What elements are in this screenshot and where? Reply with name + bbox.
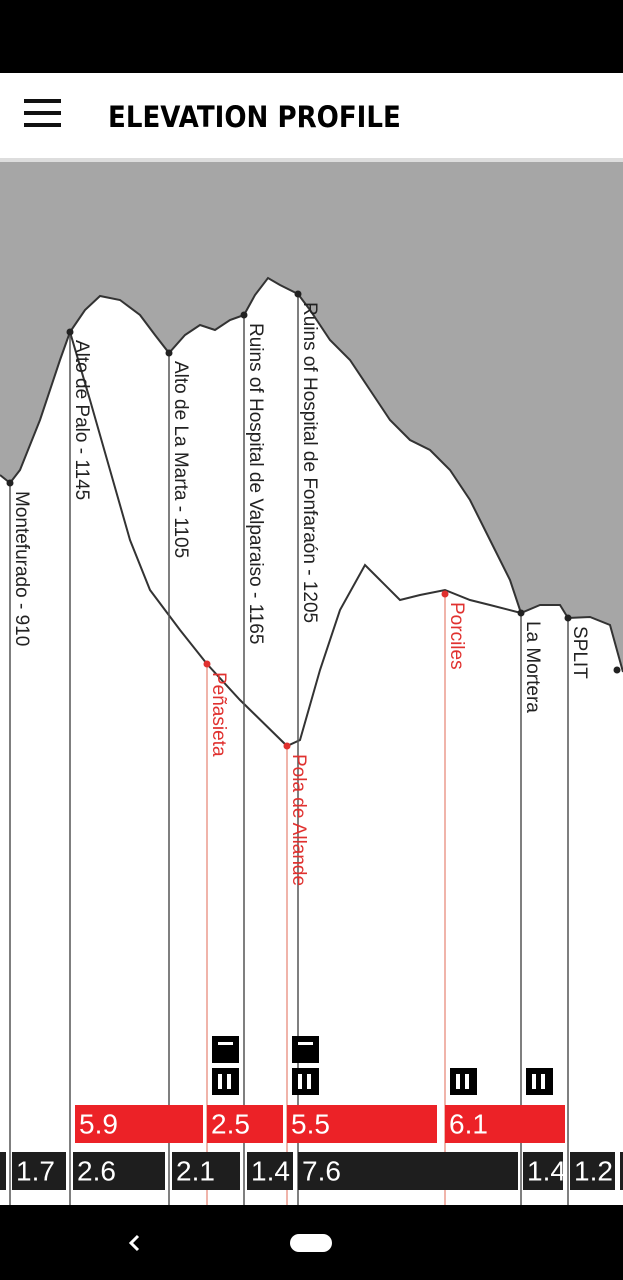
segment-distance: 1.2 bbox=[574, 1155, 613, 1186]
segment-bar bbox=[73, 1152, 165, 1190]
segment-bar bbox=[172, 1152, 240, 1190]
waypoint-dot bbox=[203, 660, 211, 668]
segment-bar bbox=[0, 1152, 6, 1190]
segment-bar bbox=[570, 1152, 615, 1190]
waypoint-label: Alto de La Marta - 1105 bbox=[170, 361, 191, 558]
page-title: ELEVATION PROFILE bbox=[108, 100, 401, 135]
waypoint-label: Alto de Palo - 1145 bbox=[71, 340, 92, 500]
stage-bar bbox=[75, 1105, 203, 1143]
distance-bars: 5.9 2.5 5.5 6.1 1.7 2.6 2.1 1.4 7.6 1.4 1.2 bbox=[0, 1105, 623, 1190]
waypoint-label: La Mortera bbox=[522, 621, 543, 713]
stage-bar bbox=[445, 1105, 565, 1143]
waypoint-dot bbox=[165, 349, 173, 357]
segment-distance: 1.4 bbox=[251, 1155, 290, 1186]
waypoint-label: Peñasieta bbox=[208, 672, 229, 757]
segment-distance: 7.6 bbox=[302, 1155, 341, 1186]
waypoint-label: Ruins of Hospital de Valparaiso - 1165 bbox=[245, 323, 266, 644]
ridge-line bbox=[0, 276, 623, 673]
segment-bar bbox=[523, 1152, 563, 1190]
waypoint-dot bbox=[240, 311, 248, 319]
stage-distance: 2.5 bbox=[211, 1108, 250, 1139]
stage-distance: 5.9 bbox=[79, 1108, 118, 1139]
waypoint-dot bbox=[66, 328, 74, 336]
segment-distance: 1.4 bbox=[527, 1155, 566, 1186]
waypoint-label: Porciles bbox=[446, 602, 467, 670]
segment-bar bbox=[247, 1152, 293, 1190]
status-bar bbox=[0, 0, 623, 73]
segment-bar bbox=[298, 1152, 518, 1190]
waypoint-label: Ruins of Hospital de Fonfaraón - 1205 bbox=[299, 302, 320, 623]
waypoint-label: Montefurado - 910 bbox=[11, 491, 32, 646]
segment-distance: 2.1 bbox=[176, 1155, 215, 1186]
service-icons bbox=[212, 1036, 553, 1095]
waypoint-label: Pola de Allande bbox=[288, 754, 309, 886]
waypoint-dot bbox=[517, 609, 525, 617]
waypoint-dot bbox=[564, 614, 572, 622]
sky bbox=[0, 162, 623, 672]
segment-distance: 2.6 bbox=[77, 1155, 116, 1186]
back-button[interactable] bbox=[128, 1234, 140, 1252]
stage-bar bbox=[287, 1105, 437, 1143]
segment-distance: 1.7 bbox=[16, 1155, 55, 1186]
stage-distance: 6.1 bbox=[449, 1108, 488, 1139]
waypoint-dot bbox=[6, 479, 14, 487]
waypoints: Montefurado - 910 Alto de Palo - 1145 Alto… bbox=[6, 290, 621, 1205]
menu-button[interactable] bbox=[24, 99, 61, 127]
waypoint-label: SPLIT bbox=[569, 626, 590, 679]
segment-bar bbox=[12, 1152, 66, 1190]
waypoint-dot bbox=[613, 666, 621, 674]
waypoint-dot bbox=[283, 742, 291, 750]
stage-distance: 5.5 bbox=[291, 1108, 330, 1139]
stage-bar bbox=[207, 1105, 283, 1143]
route-line bbox=[69, 331, 522, 748]
header-shadow bbox=[0, 158, 623, 162]
waypoint-dot bbox=[441, 590, 449, 598]
segment-bar bbox=[620, 1152, 623, 1190]
waypoint-dot bbox=[294, 290, 302, 298]
home-button[interactable] bbox=[290, 1234, 332, 1252]
